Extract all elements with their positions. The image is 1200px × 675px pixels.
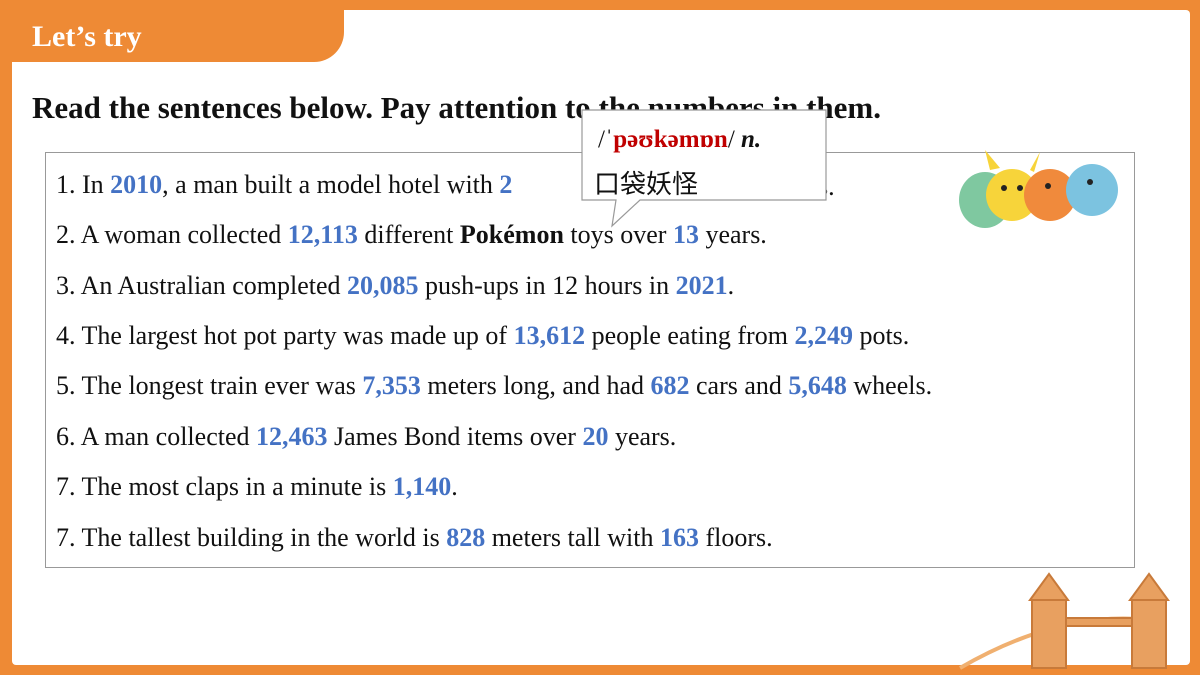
text-segment: toys over (563, 220, 673, 249)
sentence: 2. A woman collected 12,113 different Po… (56, 220, 767, 250)
text-segment: . (451, 472, 458, 501)
text-segment: cars and (689, 371, 789, 400)
number: 13,612 (513, 321, 586, 350)
text-segment: different (357, 220, 460, 249)
number: 2,249 (794, 321, 853, 350)
number: 682 (650, 371, 690, 400)
number: 2010 (110, 170, 163, 199)
text-segment: 7. The most claps in a minute is (56, 472, 393, 501)
text-segment: James Bond items over (327, 422, 583, 451)
text-segment: years. (698, 220, 767, 249)
text-segment: 5. The longest train ever was (56, 371, 363, 400)
text-segment: 4. The largest hot pot party was made up… (56, 321, 514, 350)
text-segment: , a man built a model hotel with (162, 170, 500, 199)
header-tab: Let’s try (12, 10, 344, 62)
text-segment: meters long, and had (420, 371, 651, 400)
part-of-speech: n. (741, 126, 762, 153)
sentence: 6. A man collected 12,463 James Bond ite… (56, 422, 676, 452)
text-segment: wheels. (846, 371, 933, 400)
number: 20 (582, 422, 609, 451)
number: 7,353 (362, 371, 421, 400)
number: 828 (446, 523, 486, 552)
sentence: 7. The most claps in a minute is 1,140. (56, 472, 458, 502)
pokemon-image (959, 150, 1118, 228)
sentence: 7. The tallest building in the world is … (56, 523, 773, 553)
number: 1,140 (392, 472, 452, 501)
text-segment: Pokémon (459, 220, 564, 249)
text-segment: 3. An Australian completed (56, 271, 348, 300)
text-segment: 7. The tallest building in the world is (56, 523, 447, 552)
number: 163 (659, 523, 699, 552)
text-segment: 2. A woman collected (56, 220, 288, 249)
number: 13 (672, 220, 699, 249)
sentence: 3. An Australian completed 20,085 push-u… (56, 271, 734, 301)
bridge-image (958, 572, 1170, 670)
phonetic: /ˈpəʊkəmɒn/ n. (598, 126, 761, 154)
meaning: 口袋妖怪 (594, 170, 699, 200)
text-segment: people eating from (585, 321, 795, 350)
phonetic-word: pəʊkəmɒn (613, 126, 728, 153)
number: 2021 (675, 271, 728, 300)
text-segment: . (727, 271, 735, 300)
phonetic-close: / (727, 126, 742, 153)
sentence: 5. The longest train ever was 7,353 mete… (56, 371, 932, 401)
text-segment: years. (608, 422, 677, 451)
callout-bubble (581, 109, 827, 228)
number: 2 (499, 170, 513, 199)
sentence: 1. In 2010, a man built a model hotel wi… (56, 170, 512, 200)
number: 12,113 (287, 220, 358, 249)
text-segment: 6. A man collected (56, 422, 257, 451)
number: 20,085 (347, 271, 419, 300)
number: 5,648 (788, 371, 847, 400)
text-segment: meters tall with (485, 523, 660, 552)
text-segment: pots. (852, 321, 910, 350)
sentence: 4. The largest hot pot party was made up… (56, 321, 909, 351)
header-label: Let’s try (32, 20, 142, 53)
text-segment: floors. (698, 523, 773, 552)
text-segment: push-ups in 12 hours in (418, 271, 676, 300)
text-segment: 1. In (56, 170, 111, 199)
number: 12,463 (256, 422, 328, 451)
phonetic-open: /ˈ (598, 126, 614, 153)
